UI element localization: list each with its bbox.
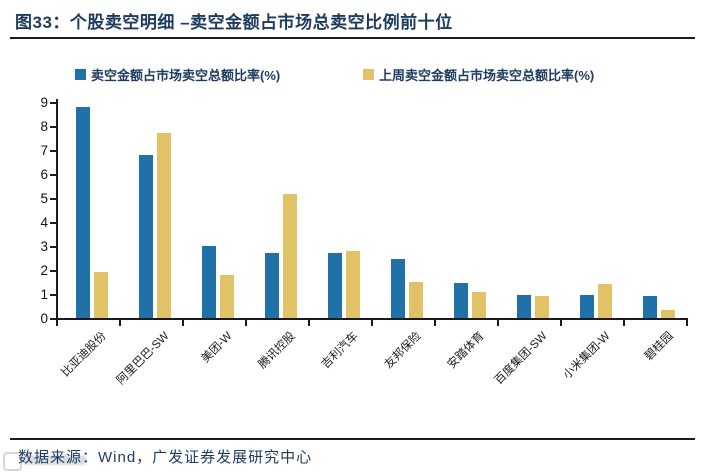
bar-lastweek [472,292,486,318]
x-axis-tick [497,320,499,326]
bar-current [76,107,90,318]
y-axis-tick-label: 3 [40,239,48,254]
y-axis-line [56,99,58,320]
y-axis-tick [50,246,56,248]
y-axis-tick-label: 0 [40,311,48,326]
bar-current [391,259,405,318]
x-axis-tick [56,320,58,326]
bar-current [265,253,279,318]
y-axis-tick [50,126,56,128]
figure-title: 图33：个股卖空明细 –卖空金额占市场总卖空比例前十位 [15,13,453,32]
y-axis-tick [50,150,56,152]
bar-lastweek [157,133,171,318]
y-axis-tick [50,198,56,200]
legend-label: 卖空金额占市场卖空总额比率(%) [91,67,281,83]
bar-lastweek [220,275,234,318]
bar-current [517,295,531,318]
legend-swatch-blue-icon [75,68,86,80]
x-axis-tick [245,320,247,326]
y-axis-tick-label: 4 [40,215,48,230]
bar-lastweek [94,272,108,318]
y-axis-tick [50,174,56,176]
legend-item-last-week: 上周卖空金额占市场卖空总额比率(%) [363,66,595,83]
footer-divider [10,438,695,440]
x-axis-tick [119,320,121,326]
y-axis-tick [50,270,56,272]
x-axis-tick [182,320,184,326]
x-axis-tick [623,320,625,326]
x-axis-line [56,318,688,320]
y-axis-tick [50,318,56,320]
y-axis-tick [50,102,56,104]
bar-lastweek [346,251,360,318]
x-axis-tick [308,320,310,326]
bar-current [454,283,468,318]
bar-lastweek [283,194,297,318]
bar-lastweek [598,284,612,318]
bar-lastweek [661,310,675,318]
y-axis-tick-label: 8 [40,119,48,134]
x-axis-tick [686,320,688,326]
bar-current [202,246,216,318]
y-axis-tick-label: 9 [40,95,48,110]
y-axis-tick-label: 6 [40,167,48,182]
x-axis-tick [560,320,562,326]
y-axis-tick-label: 1 [40,287,48,302]
legend-label: 上周卖空金额占市场卖空总额比率(%) [379,67,595,83]
data-source-note: 数据来源：Wind，广发证券发展研究中心 [18,449,313,466]
y-axis-tick [50,294,56,296]
y-axis-tick [50,222,56,224]
x-axis-tick [434,320,436,326]
y-axis-tick-label: 2 [40,263,48,278]
y-axis-tick-label: 7 [40,143,48,158]
y-axis-tick-label: 5 [40,191,48,206]
legend-item-current-week: 卖空金额占市场卖空总额比率(%) [75,66,281,83]
bar-current [580,295,594,318]
bar-current [328,253,342,318]
legend-swatch-gold-icon [363,68,374,80]
bar-lastweek [409,282,423,318]
title-divider [10,37,695,39]
bar-lastweek [535,296,549,318]
x-axis-tick [371,320,373,326]
bar-current [643,296,657,318]
bar-current [139,155,153,318]
